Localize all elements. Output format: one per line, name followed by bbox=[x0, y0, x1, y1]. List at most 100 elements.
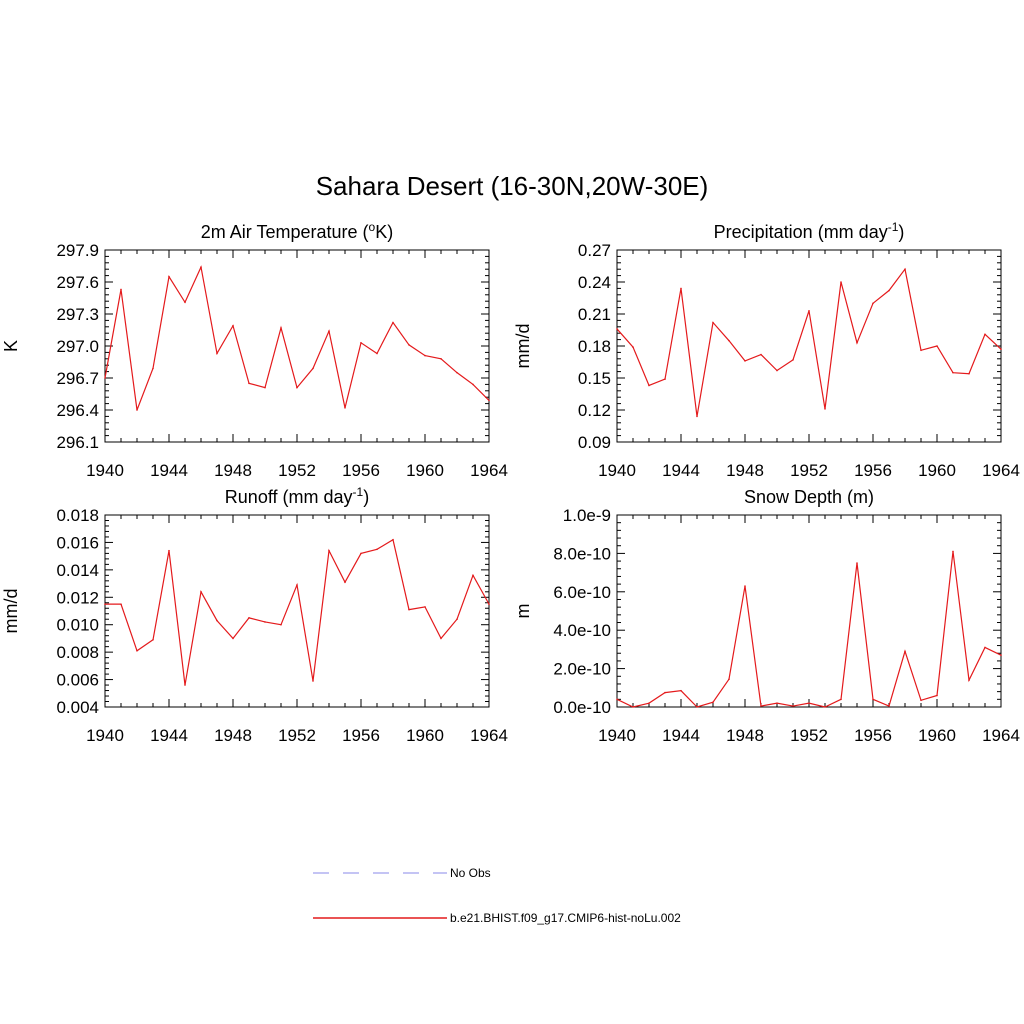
x-tick-label: 1956 bbox=[854, 461, 892, 480]
data-point bbox=[440, 637, 442, 640]
data-point bbox=[856, 342, 858, 344]
y-tick-label: 0.09 bbox=[578, 433, 611, 452]
y-tick-label: 297.9 bbox=[56, 241, 99, 260]
panel-title-unit-sup: o bbox=[369, 220, 376, 234]
data-point bbox=[456, 618, 458, 621]
data-point bbox=[824, 408, 826, 410]
data-point bbox=[760, 353, 762, 356]
x-tick-label: 1944 bbox=[150, 461, 188, 480]
data-point bbox=[392, 321, 394, 324]
data-point bbox=[616, 698, 618, 701]
data-point bbox=[904, 650, 906, 653]
y-tick-label: 0.014 bbox=[56, 561, 99, 580]
data-point bbox=[280, 623, 282, 626]
data-point bbox=[392, 538, 394, 541]
panel-title-text: 2m Air Temperature bbox=[201, 222, 358, 242]
data-point bbox=[968, 679, 970, 681]
data-point bbox=[328, 330, 330, 332]
data-point bbox=[856, 562, 858, 564]
data-point bbox=[760, 705, 762, 707]
y-tick-label: 0.27 bbox=[578, 241, 611, 260]
data-point bbox=[680, 689, 682, 692]
x-tick-label: 1944 bbox=[662, 726, 700, 745]
y-tick-label: 0.006 bbox=[56, 671, 99, 690]
data-point bbox=[616, 328, 618, 330]
data-point bbox=[296, 386, 298, 389]
y-tick-label: 6.0e-10 bbox=[553, 583, 611, 602]
y-tick-label: 4.0e-10 bbox=[553, 621, 611, 640]
legend-entry-2: b.e21.BHIST.f09_g17.CMIP6-hist-noLu.002 bbox=[313, 911, 681, 925]
y-tick-label: 8.0e-10 bbox=[553, 544, 611, 563]
data-point bbox=[472, 383, 474, 386]
data-point bbox=[168, 275, 170, 278]
y-tick-label: 296.1 bbox=[56, 433, 99, 452]
data-point bbox=[712, 701, 714, 703]
y-tick-label: 0.24 bbox=[578, 273, 611, 292]
plot-frame bbox=[616, 249, 1002, 443]
chart-panel-2: Precipitation (mm day-1) 1940 1944 1948 1952… bbox=[513, 220, 1020, 480]
data-point bbox=[664, 378, 666, 380]
data-point bbox=[376, 548, 378, 551]
y-axis-label: K bbox=[1, 340, 21, 352]
data-point bbox=[696, 415, 698, 418]
data-point bbox=[952, 550, 954, 553]
data-point bbox=[136, 649, 138, 652]
data-point bbox=[408, 608, 410, 611]
data-point bbox=[248, 617, 250, 619]
x-tick-label: 1964 bbox=[982, 461, 1020, 480]
data-point bbox=[712, 321, 714, 324]
figure-title: Sahara Desert (16-30N,20W-30E) bbox=[316, 171, 709, 201]
data-point bbox=[664, 691, 666, 694]
data-point bbox=[488, 399, 490, 402]
data-point bbox=[216, 619, 218, 622]
x-tick-label: 1944 bbox=[662, 461, 700, 480]
data-point bbox=[216, 352, 218, 355]
x-tick-label: 1952 bbox=[790, 461, 828, 480]
panel-title: 2m Air Temperature (oK) bbox=[201, 220, 393, 242]
series-line bbox=[105, 538, 490, 686]
panel-title-unit: mm day bbox=[824, 222, 888, 242]
series-line bbox=[616, 267, 1002, 417]
y-tick-label: 297.3 bbox=[56, 305, 99, 324]
y-axis-label: mm/d bbox=[513, 324, 533, 369]
data-point bbox=[440, 358, 442, 360]
data-point bbox=[264, 386, 266, 389]
y-tick-label: 296.7 bbox=[56, 369, 99, 388]
data-point bbox=[472, 574, 474, 577]
y-tick-label: 0.12 bbox=[578, 401, 611, 420]
x-tick-label: 1948 bbox=[726, 726, 764, 745]
data-point bbox=[120, 288, 122, 291]
data-point bbox=[888, 289, 890, 292]
plot-frame bbox=[104, 249, 490, 443]
panel-title: Runoff (mm day-1) bbox=[225, 485, 369, 507]
y-tick-label: 0.0e-10 bbox=[553, 698, 611, 717]
x-tick-label: 1944 bbox=[150, 726, 188, 745]
y-tick-label: 297.0 bbox=[56, 337, 99, 356]
data-point bbox=[344, 581, 346, 583]
y-tick-label: 2.0e-10 bbox=[553, 660, 611, 679]
x-tick-label: 1956 bbox=[342, 461, 380, 480]
data-point bbox=[936, 694, 938, 697]
y-tick-label: 0.18 bbox=[578, 337, 611, 356]
data-point bbox=[248, 382, 250, 385]
data-point bbox=[984, 646, 986, 649]
y-tick-label: 0.21 bbox=[578, 305, 611, 324]
chart-panel-1: 2m Air Temperature (oK) 1940 1944 1948 1952 1… bbox=[1, 220, 508, 480]
x-tick-label: 1960 bbox=[918, 726, 956, 745]
data-point bbox=[360, 342, 362, 344]
panel-title-unit-sup: -1 bbox=[353, 485, 364, 499]
x-tick-label: 1948 bbox=[214, 461, 252, 480]
x-tick-label: 1964 bbox=[470, 461, 508, 480]
series-line bbox=[616, 551, 1002, 708]
x-tick-label: 1956 bbox=[342, 726, 380, 745]
y-tick-label: 0.008 bbox=[56, 643, 99, 662]
data-point bbox=[136, 409, 138, 411]
data-point bbox=[1000, 654, 1002, 656]
data-point bbox=[408, 344, 410, 346]
data-point bbox=[488, 603, 490, 605]
data-point bbox=[840, 281, 842, 283]
y-tick-label: 296.4 bbox=[56, 401, 99, 420]
data-point bbox=[984, 333, 986, 336]
data-point bbox=[632, 346, 634, 348]
